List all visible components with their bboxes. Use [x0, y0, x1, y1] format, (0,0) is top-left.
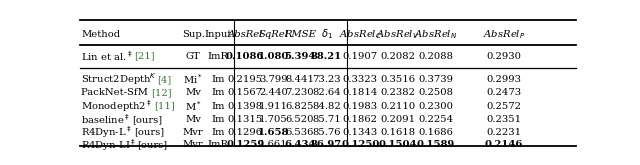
Text: ImR: ImR: [207, 140, 228, 149]
Text: PackNet-SfM: PackNet-SfM: [81, 88, 151, 97]
Text: 84.82: 84.82: [312, 102, 341, 111]
Text: 0.1086: 0.1086: [226, 51, 264, 61]
Text: AbsRel$_V$: AbsRel$_V$: [376, 28, 420, 41]
Text: Lin et al.$^\ddagger$: Lin et al.$^\ddagger$: [81, 49, 134, 63]
Text: 0.1398: 0.1398: [228, 102, 263, 111]
Text: SqRel: SqRel: [259, 30, 289, 39]
Text: 0.1343: 0.1343: [342, 128, 378, 137]
Text: [11]: [11]: [154, 102, 175, 111]
Text: 0.2195: 0.2195: [228, 75, 263, 84]
Text: 6.520: 6.520: [285, 115, 314, 124]
Text: 0.1259: 0.1259: [226, 140, 264, 149]
Text: 6.536: 6.536: [285, 128, 314, 137]
Text: 0.1814: 0.1814: [342, 88, 378, 97]
Text: AbsRel$_P$: AbsRel$_P$: [483, 28, 525, 41]
Text: Mi$^*$: Mi$^*$: [183, 73, 203, 86]
Text: 0.1983: 0.1983: [342, 102, 378, 111]
Text: [ours]: [ours]: [132, 115, 162, 124]
Text: Method: Method: [81, 30, 120, 39]
Text: AbsRel: AbsRel: [227, 30, 263, 39]
Text: 0.2993: 0.2993: [486, 75, 522, 84]
Text: 0.1315: 0.1315: [228, 115, 263, 124]
Text: baseline$^\ddagger$: baseline$^\ddagger$: [81, 113, 132, 126]
Text: [21]: [21]: [134, 51, 155, 61]
Text: Sup.: Sup.: [182, 30, 205, 39]
Text: Mvr: Mvr: [182, 140, 204, 149]
Text: M$^*$: M$^*$: [184, 99, 202, 113]
Text: Input: Input: [204, 30, 232, 39]
Text: 73.23: 73.23: [312, 75, 341, 84]
Text: 0.3739: 0.3739: [418, 75, 453, 84]
Text: 1.080: 1.080: [258, 51, 289, 61]
Text: 2.440: 2.440: [259, 88, 288, 97]
Text: Monodepth2$^\ddagger$: Monodepth2$^\ddagger$: [81, 98, 154, 114]
Text: Im: Im: [211, 88, 225, 97]
Text: 6.434: 6.434: [284, 140, 316, 149]
Text: Mv: Mv: [185, 88, 201, 97]
Text: 0.2300: 0.2300: [418, 102, 453, 111]
Text: 7.230: 7.230: [285, 88, 314, 97]
Text: Im: Im: [211, 75, 225, 84]
Text: R4Dyn-L$^\ddagger$: R4Dyn-L$^\ddagger$: [81, 124, 134, 140]
Text: 0.1618: 0.1618: [380, 128, 415, 137]
Text: 0.2231: 0.2231: [486, 128, 522, 137]
Text: 1.661: 1.661: [259, 140, 288, 149]
Text: 6.825: 6.825: [285, 102, 314, 111]
Text: [4]: [4]: [157, 75, 172, 84]
Text: 0.2930: 0.2930: [486, 51, 522, 61]
Text: Mv: Mv: [185, 115, 201, 124]
Text: 0.1862: 0.1862: [343, 115, 378, 124]
Text: Im: Im: [211, 115, 225, 124]
Text: 86.97: 86.97: [311, 140, 342, 149]
Text: 0.2088: 0.2088: [418, 51, 453, 61]
Text: Im: Im: [211, 128, 225, 137]
Text: 0.3516: 0.3516: [380, 75, 415, 84]
Text: 0.2572: 0.2572: [486, 102, 522, 111]
Text: $\delta_1$: $\delta_1$: [321, 28, 332, 41]
Text: 0.2254: 0.2254: [418, 115, 453, 124]
Text: 0.1504: 0.1504: [379, 140, 417, 149]
Text: R4Dyn-LI$^\ddagger$: R4Dyn-LI$^\ddagger$: [81, 137, 138, 153]
Text: 0.1686: 0.1686: [418, 128, 453, 137]
Text: 85.76: 85.76: [312, 128, 340, 137]
Text: 0.1250: 0.1250: [341, 140, 380, 149]
Text: 5.394: 5.394: [284, 51, 316, 61]
Text: Struct2Depth$^K$: Struct2Depth$^K$: [81, 72, 157, 87]
Text: 0.1567: 0.1567: [228, 88, 262, 97]
Text: 0.2091: 0.2091: [380, 115, 415, 124]
Text: 1.658: 1.658: [258, 128, 289, 137]
Text: 0.1907: 0.1907: [342, 51, 378, 61]
Text: 0.1589: 0.1589: [417, 140, 455, 149]
Text: 0.2146: 0.2146: [485, 140, 524, 149]
Text: RMSE: RMSE: [284, 30, 316, 39]
Text: 3.799: 3.799: [259, 75, 288, 84]
Text: 85.71: 85.71: [312, 115, 341, 124]
Text: AbsRel$_C$: AbsRel$_C$: [339, 28, 382, 41]
Text: AbsRel$_N$: AbsRel$_N$: [414, 28, 458, 41]
Text: 8.441: 8.441: [285, 75, 314, 84]
Text: 0.2082: 0.2082: [380, 51, 415, 61]
Text: GT: GT: [186, 51, 200, 61]
Text: Im: Im: [211, 102, 225, 111]
Text: 0.2382: 0.2382: [380, 88, 415, 97]
Text: [ours]: [ours]: [138, 140, 168, 149]
Text: 0.2508: 0.2508: [418, 88, 453, 97]
Text: 1.705: 1.705: [259, 115, 288, 124]
Text: 1.911: 1.911: [259, 102, 288, 111]
Text: ImR: ImR: [207, 51, 228, 61]
Text: 0.3323: 0.3323: [343, 75, 378, 84]
Text: 0.2473: 0.2473: [486, 88, 522, 97]
Text: 0.2110: 0.2110: [380, 102, 415, 111]
Text: Mvr: Mvr: [182, 128, 204, 137]
Text: 88.21: 88.21: [311, 51, 342, 61]
Text: [ours]: [ours]: [134, 128, 164, 137]
Text: 0.1296: 0.1296: [228, 128, 262, 137]
Text: 0.2351: 0.2351: [486, 115, 522, 124]
Text: 82.64: 82.64: [312, 88, 341, 97]
Text: [12]: [12]: [151, 88, 172, 97]
